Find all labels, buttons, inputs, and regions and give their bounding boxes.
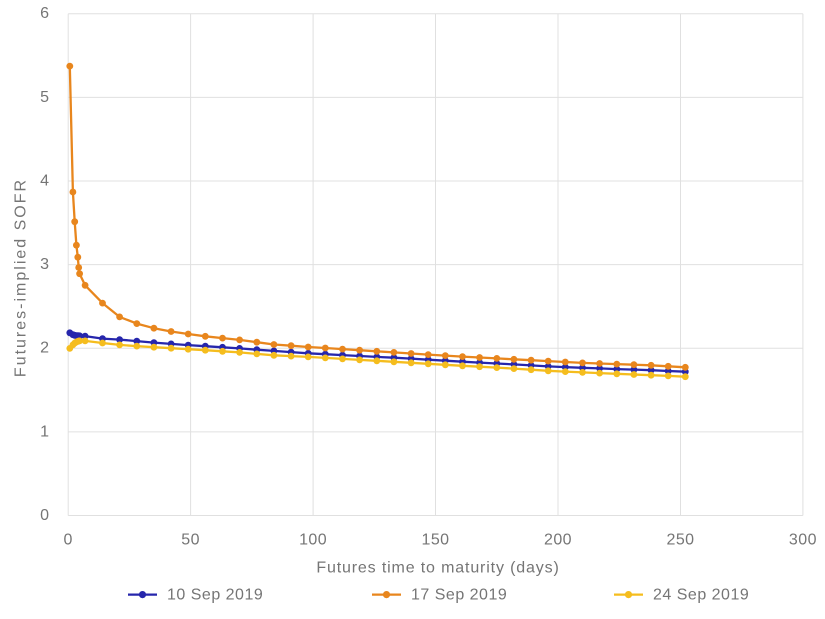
svg-text:0: 0 — [40, 507, 49, 524]
svg-text:0: 0 — [64, 532, 73, 549]
svg-text:6: 6 — [40, 5, 49, 22]
svg-text:Futures time to maturity (days: Futures time to maturity (days) — [316, 560, 559, 577]
svg-text:3: 3 — [40, 256, 49, 273]
svg-text:Futures-implied SOFR: Futures-implied SOFR — [13, 178, 30, 377]
svg-text:2: 2 — [40, 340, 49, 357]
svg-text:5: 5 — [40, 89, 49, 106]
svg-text:250: 250 — [666, 532, 694, 549]
svg-text:300: 300 — [789, 532, 817, 549]
svg-text:24 Sep 2019: 24 Sep 2019 — [653, 587, 749, 604]
svg-text:1: 1 — [40, 423, 49, 440]
svg-text:17 Sep 2019: 17 Sep 2019 — [411, 587, 507, 604]
svg-text:150: 150 — [421, 532, 449, 549]
svg-text:50: 50 — [181, 532, 200, 549]
svg-text:4: 4 — [40, 172, 49, 189]
svg-text:100: 100 — [299, 532, 327, 549]
svg-text:200: 200 — [544, 532, 572, 549]
svg-text:10 Sep 2019: 10 Sep 2019 — [167, 587, 263, 604]
